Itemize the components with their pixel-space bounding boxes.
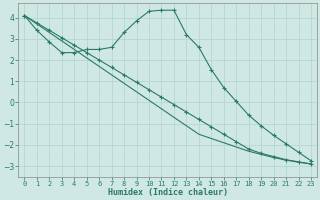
X-axis label: Humidex (Indice chaleur): Humidex (Indice chaleur) (108, 188, 228, 197)
